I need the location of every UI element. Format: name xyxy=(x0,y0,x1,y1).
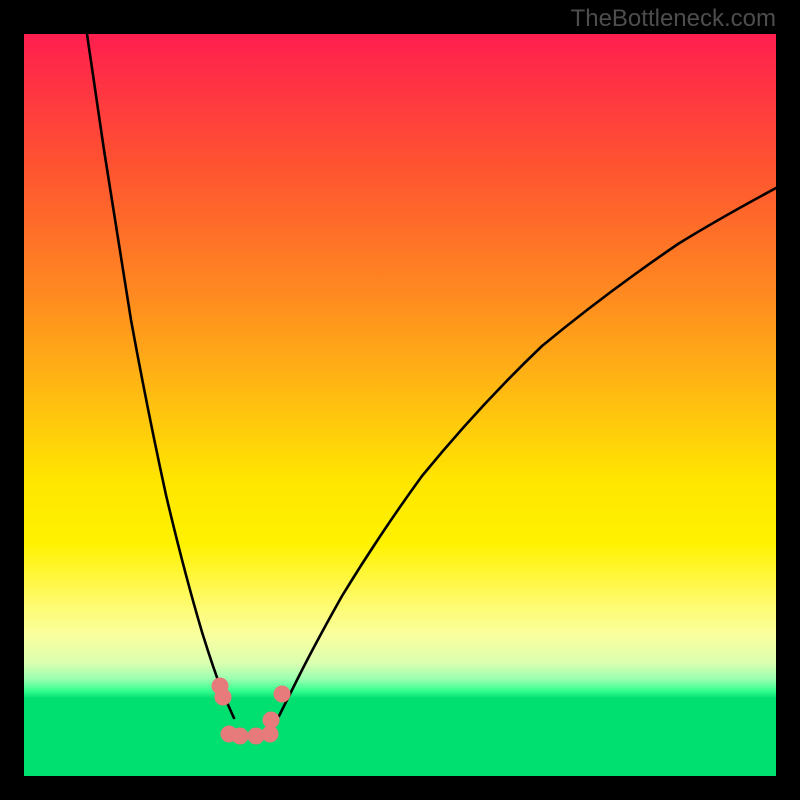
data-marker xyxy=(215,689,231,705)
data-marker xyxy=(274,686,290,702)
curve-layer xyxy=(24,0,776,776)
data-marker xyxy=(232,728,248,744)
data-marker xyxy=(263,712,279,728)
marker-group xyxy=(212,678,290,744)
left-curve xyxy=(87,34,234,718)
watermark-text: TheBottleneck.com xyxy=(571,5,776,33)
chart-canvas: TheBottleneck.com xyxy=(0,0,800,800)
plot-area xyxy=(24,0,776,776)
data-marker xyxy=(248,728,264,744)
right-curve xyxy=(279,188,776,716)
